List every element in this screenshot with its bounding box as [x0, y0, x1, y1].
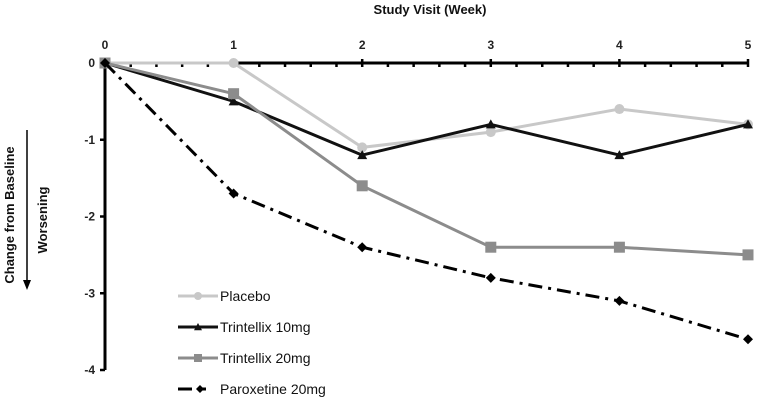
y-tick-label: -1	[84, 133, 95, 147]
y-tick-label: 0	[88, 56, 95, 70]
diamond-marker	[743, 334, 753, 345]
series-paroxetine-20mg	[100, 58, 753, 345]
triangle-marker	[743, 119, 753, 129]
y-tick-label: -4	[84, 363, 95, 377]
legend-item: Trintellix 20mg	[178, 350, 311, 366]
diamond-marker	[357, 242, 368, 253]
x-tick-label: 0	[102, 38, 109, 52]
y-axis-title: Change from Baseline	[2, 146, 17, 283]
circle-marker	[614, 104, 625, 115]
circle-marker	[485, 127, 496, 138]
circle-marker	[194, 292, 202, 300]
triangle-marker	[614, 150, 625, 160]
x-axis-title: Study Visit (Week)	[374, 2, 487, 17]
diamond-marker	[100, 58, 110, 68]
y-tick-label: -2	[84, 210, 95, 224]
legend: Placebo Trintellix 10mg Trintellix 20mg Par…	[178, 288, 326, 397]
series-trintellix-10mg	[100, 58, 753, 160]
series-line	[104, 61, 749, 157]
legend-item: Trintellix 10mg	[178, 319, 311, 335]
worsening-arrow	[23, 130, 31, 290]
legend-label: Trintellix 10mg	[220, 319, 311, 335]
x-tick-label: 5	[745, 38, 752, 52]
legend-item: Paroxetine 20mg	[178, 381, 326, 397]
series-layer	[99, 57, 754, 345]
square-marker	[356, 180, 368, 192]
diamond-marker	[228, 188, 239, 199]
x-tick-label: 3	[487, 38, 494, 52]
square-marker	[613, 241, 625, 253]
y-tick-label: -3	[84, 286, 95, 300]
legend-item: Placebo	[178, 288, 271, 304]
square-marker	[228, 88, 240, 100]
triangle-marker	[228, 96, 239, 106]
square-marker	[742, 249, 754, 261]
square-marker	[485, 241, 497, 253]
diamond-marker	[485, 272, 496, 283]
diamond-marker	[614, 295, 625, 306]
series-trintellix-20mg	[99, 57, 754, 261]
circle-marker	[357, 142, 368, 153]
series-line	[105, 61, 749, 149]
triangle-marker	[357, 150, 368, 160]
x-tick-label: 2	[359, 38, 366, 52]
circle-marker	[228, 58, 239, 68]
legend-label: Paroxetine 20mg	[220, 381, 326, 397]
series-line	[103, 61, 749, 341]
series-line	[104, 61, 749, 257]
triangle-marker	[194, 323, 202, 331]
x-tick-label: 4	[616, 38, 623, 52]
square-marker	[194, 354, 202, 362]
y-axis-direction-label: Worsening	[35, 186, 50, 253]
x-tick-label: 1	[230, 38, 237, 52]
triangle-marker	[485, 119, 496, 129]
legend-label: Placebo	[220, 288, 271, 304]
legend-label: Trintellix 20mg	[220, 350, 311, 366]
